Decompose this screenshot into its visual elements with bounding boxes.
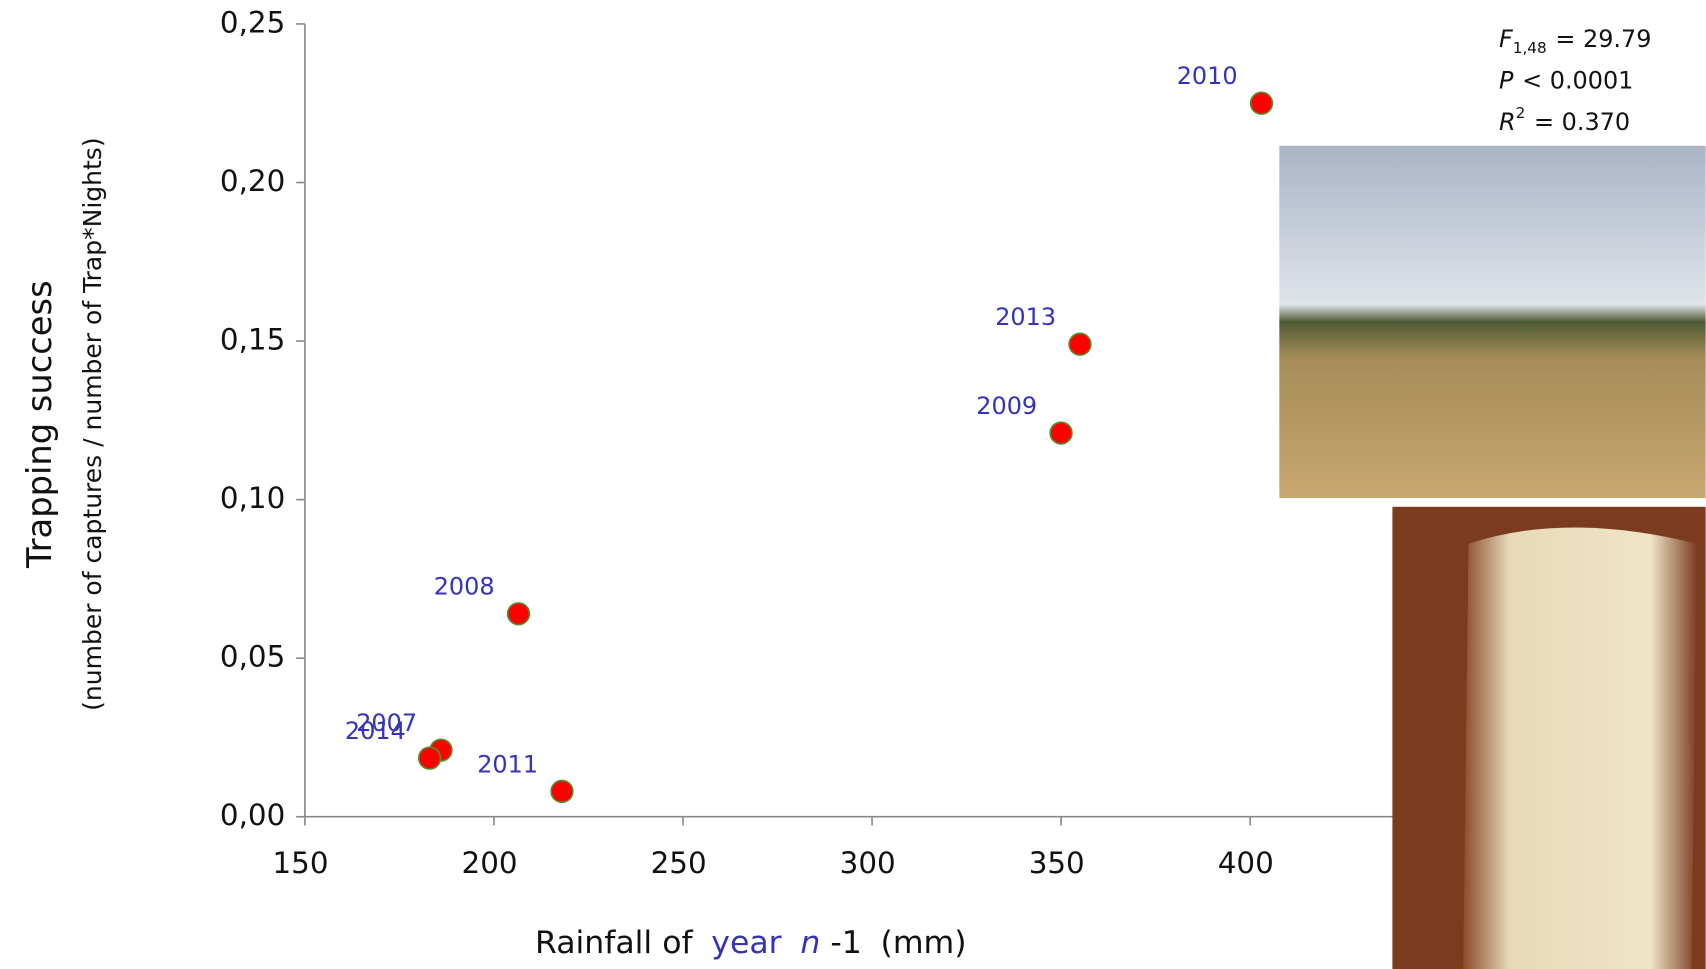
point [506,602,531,626]
x-tick-label: 400 [1218,846,1274,880]
y-axis-title: Trapping success [20,280,59,569]
point-label: 2008 [434,573,495,601]
stat-rest: = 0.370 [1534,108,1630,136]
stat-sub: 1,48 [1513,38,1547,56]
y-tick-label: 0,15 [220,323,285,357]
point-label: 2013 [995,303,1056,331]
point [1049,421,1073,445]
point-label: 2014 [345,717,406,745]
x-axis-title: Rainfall of year n -1 (mm) [535,925,967,961]
stat-annotation: F1,48 = 29.79 [1499,25,1651,56]
stat-var: F [1499,25,1514,53]
y-axis-subtitle: (number of captures / number of Trap*Nig… [78,137,107,710]
photo-bag-shape [1463,527,1697,969]
axes: 0,00 0,05 0,10 0,15 0,20 0,25 150 200 250 300 350 4… [220,5,1440,880]
photo-field [1279,145,1706,499]
y-tick-label: 0,05 [220,640,285,674]
x-tick-label: 200 [462,846,518,880]
x-title-part: Rainfall of [535,925,693,961]
point [1068,332,1092,356]
point-label: 2010 [1177,62,1238,90]
point-label: 2007 [356,709,417,737]
stat-var: R [1499,108,1516,136]
photo-bag [1392,506,1706,969]
point [417,746,442,770]
y-tick-label: 0,20 [220,164,285,198]
y-tick-label: 0,10 [220,481,285,515]
point-label: 2009 [976,392,1037,420]
point [550,779,574,804]
stat-annotation: R2 = 0.370 [1499,104,1630,136]
stat-annotation: P < 0.0001 [1499,67,1633,95]
stat-var: P [1499,67,1514,95]
x-tick-label: 150 [273,846,329,880]
stat-sup: 2 [1516,104,1526,122]
x-title-part: (mm) [881,925,967,961]
x-tick-label: 350 [1029,846,1085,880]
x-title-part: n [800,925,820,961]
y-tick-label: 0,00 [220,798,285,832]
x-tick-label: 250 [651,846,707,880]
x-tick-label: 300 [840,846,896,880]
stat-rest: < 0.0001 [1522,67,1633,95]
x-title-part: year [711,925,781,961]
point-label: 2011 [477,750,538,778]
stat-rest: = 29.79 [1555,25,1651,53]
x-title-part: -1 [830,925,861,961]
point [1249,91,1274,115]
y-tick-label: 0,25 [220,5,285,39]
